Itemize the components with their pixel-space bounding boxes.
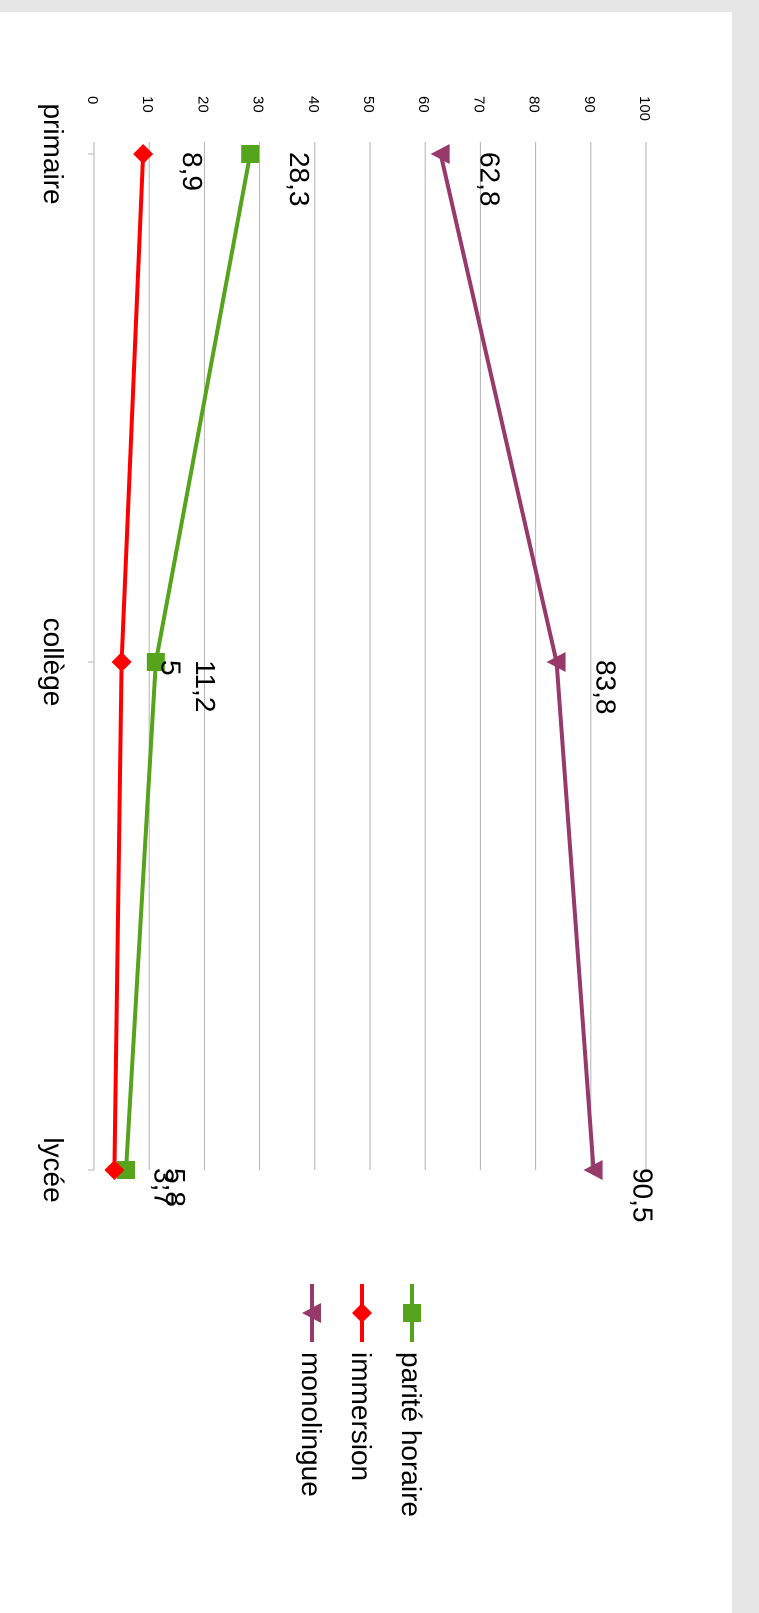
value-tick-label: 20 [194,96,211,113]
legend-marker [302,1303,321,1323]
data-label: 3,7 [148,1168,179,1207]
data-point-marker [430,144,450,164]
data-point-marker [241,145,260,163]
value-tick-label: 70 [470,96,487,113]
data-label: 90,5 [628,1168,659,1223]
data-point-marker [111,652,132,672]
category-label: collège [38,618,69,707]
value-tick-label: 100 [636,96,653,121]
data-point-marker [133,144,154,164]
value-tick-label: 40 [305,96,322,113]
series-line-monolingue [438,153,596,1171]
chart-frame: 0 10 20 30 40 50 60 70 80 90 100 primaire collège lyc… [0,12,732,1613]
category-label: lycée [38,1137,69,1202]
value-tick-label: 10 [139,96,156,113]
data-point-marker [583,1160,603,1180]
data-label: 83,8 [591,660,622,715]
data-label: 8,9 [177,152,208,191]
legend-label: immersion [346,1352,377,1481]
data-label: 11,2 [190,660,221,712]
series-line-parité-horaire [124,153,253,1171]
legend-marker [352,1303,372,1323]
legend-label: parité horaire [396,1352,427,1517]
legend-label: monolingue [296,1352,327,1497]
data-point-marker [146,653,165,671]
legend-marker [403,1304,421,1322]
value-tick-label: 80 [526,96,543,113]
value-tick-label: 90 [581,96,598,113]
data-point-marker [117,1161,136,1179]
data-label: 5 [156,660,187,676]
line-chart: 0 10 20 30 40 50 60 70 80 90 100 primaire collège lyc… [38,96,659,1517]
data-label: 5,8 [160,1168,191,1207]
value-tick-label: 50 [360,96,377,113]
data-label: 62,8 [475,152,506,207]
data-label: 28,3 [284,152,315,207]
value-tick-label: 60 [415,96,432,113]
data-point-marker [104,1160,125,1180]
value-tick-label: 0 [84,96,101,104]
value-tick-label: 30 [250,96,267,113]
category-label: primaire [38,103,69,204]
data-point-marker [546,652,566,672]
